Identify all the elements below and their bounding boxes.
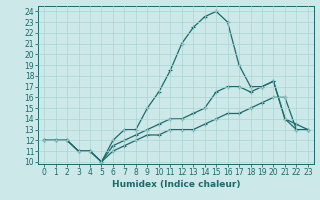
X-axis label: Humidex (Indice chaleur): Humidex (Indice chaleur) — [112, 180, 240, 189]
